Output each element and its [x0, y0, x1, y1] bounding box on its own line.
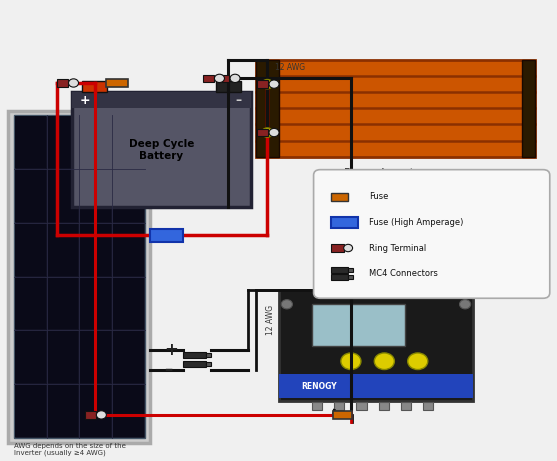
Circle shape: [69, 79, 79, 87]
FancyBboxPatch shape: [314, 170, 550, 298]
Bar: [48, 224, 78, 276]
Bar: [106, 79, 128, 87]
Bar: [81, 116, 111, 168]
Bar: [331, 193, 348, 201]
Bar: [312, 402, 322, 410]
Bar: [333, 411, 353, 419]
Bar: [206, 362, 211, 366]
Bar: [183, 352, 206, 358]
Circle shape: [344, 244, 353, 252]
Bar: [113, 224, 144, 276]
Bar: [8, 111, 150, 443]
Bar: [423, 402, 433, 410]
Text: +: +: [79, 94, 90, 107]
Bar: [183, 361, 206, 367]
Bar: [48, 170, 78, 222]
Bar: [72, 92, 251, 207]
Circle shape: [408, 353, 428, 370]
Bar: [348, 268, 353, 272]
Bar: [206, 353, 211, 357]
Bar: [312, 304, 405, 346]
Bar: [81, 385, 111, 437]
Bar: [356, 402, 367, 410]
Bar: [257, 80, 268, 88]
Circle shape: [96, 411, 106, 419]
Bar: [113, 116, 144, 168]
Bar: [48, 116, 78, 168]
Text: AWG depends on the size of the
Inverter (usually ≥4 AWG): AWG depends on the size of the Inverter …: [14, 443, 126, 456]
Bar: [331, 244, 344, 252]
Bar: [72, 92, 251, 108]
Bar: [14, 115, 145, 438]
Text: 12 AWG: 12 AWG: [275, 63, 305, 72]
Bar: [203, 75, 214, 82]
Circle shape: [214, 74, 224, 83]
Bar: [331, 217, 358, 228]
Circle shape: [460, 383, 471, 392]
Bar: [256, 60, 535, 157]
Bar: [278, 290, 473, 401]
Text: RENOGY: RENOGY: [301, 382, 336, 391]
Bar: [331, 274, 348, 280]
Bar: [81, 170, 111, 222]
Bar: [15, 170, 46, 222]
Bar: [401, 402, 411, 410]
Text: +: +: [164, 341, 178, 359]
Text: Fuse (High Amperage): Fuse (High Amperage): [369, 218, 463, 227]
Bar: [379, 402, 389, 410]
Bar: [15, 116, 46, 168]
Text: –: –: [236, 94, 241, 107]
Bar: [257, 129, 268, 136]
Bar: [15, 278, 46, 330]
Circle shape: [374, 353, 394, 370]
Bar: [348, 275, 353, 279]
Text: Fuse: Fuse: [369, 192, 389, 201]
Circle shape: [341, 353, 361, 370]
Bar: [113, 331, 144, 383]
Bar: [48, 331, 78, 383]
Bar: [81, 331, 111, 383]
Bar: [113, 170, 144, 222]
Bar: [113, 385, 144, 437]
Bar: [218, 75, 229, 82]
Bar: [48, 385, 78, 437]
Bar: [57, 79, 68, 87]
Bar: [522, 60, 535, 157]
Bar: [150, 229, 183, 242]
Text: MC4 Connectors: MC4 Connectors: [369, 269, 438, 278]
Circle shape: [460, 300, 471, 309]
Bar: [81, 224, 111, 276]
Bar: [15, 331, 46, 383]
Bar: [81, 278, 111, 330]
Bar: [15, 385, 46, 437]
Circle shape: [269, 129, 279, 137]
Text: Ring Terminal: Ring Terminal: [369, 243, 427, 253]
Bar: [278, 374, 473, 398]
Bar: [256, 60, 278, 157]
Bar: [48, 278, 78, 330]
Bar: [113, 278, 144, 330]
Text: Power Inverter: Power Inverter: [344, 168, 425, 178]
Circle shape: [281, 300, 292, 309]
Bar: [216, 81, 241, 92]
Circle shape: [281, 383, 292, 392]
Bar: [15, 224, 46, 276]
Text: PMW Charger Controller: PMW Charger Controller: [313, 272, 439, 282]
Circle shape: [269, 80, 279, 89]
Circle shape: [262, 128, 273, 137]
Bar: [85, 411, 96, 419]
Text: Deep Cycle
Battery: Deep Cycle Battery: [129, 139, 194, 160]
Text: 12 AWG: 12 AWG: [266, 305, 275, 335]
Circle shape: [262, 79, 273, 89]
Text: –: –: [164, 361, 173, 378]
Bar: [82, 81, 107, 92]
Bar: [334, 402, 344, 410]
Bar: [331, 267, 348, 272]
Circle shape: [230, 74, 240, 83]
